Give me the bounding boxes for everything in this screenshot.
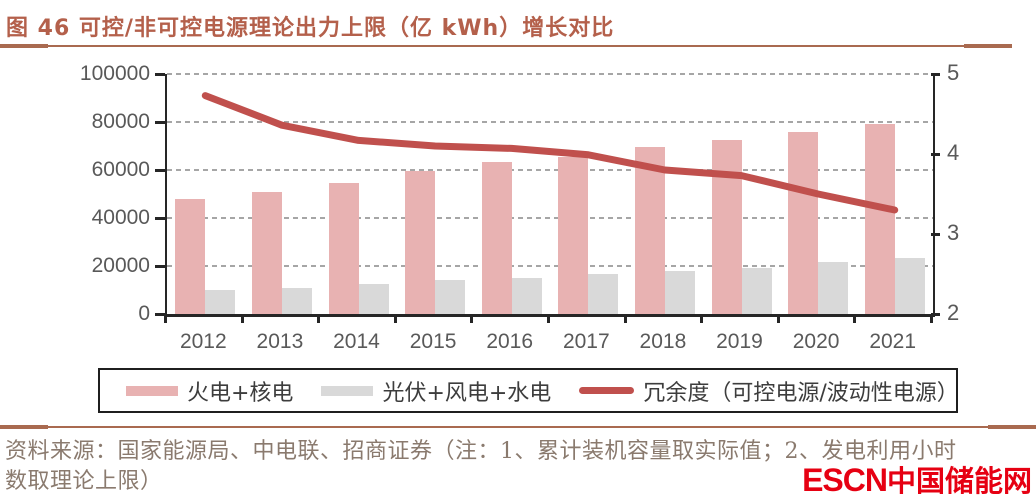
x-axis-year-label: 2017 — [562, 330, 610, 353]
title-underline — [0, 44, 1012, 48]
thermal-nuclear-swatch-icon — [126, 385, 178, 396]
x-axis-tick — [700, 315, 704, 323]
gridline — [167, 265, 933, 267]
x-axis-year-label: 2012 — [179, 330, 227, 353]
bar — [741, 268, 772, 314]
left-axis-tick-label: 0 — [138, 302, 150, 325]
x-axis-year-label: 2020 — [792, 330, 840, 353]
bar — [175, 198, 206, 314]
x-axis-tick — [164, 315, 167, 323]
right-axis-tick-label: 2 — [947, 300, 960, 325]
bar — [788, 131, 819, 314]
left-axis-tick — [155, 121, 165, 124]
logo-latin-text: ESCN — [802, 462, 888, 498]
right-axis-tick-label: 3 — [947, 220, 960, 245]
gridline — [167, 217, 933, 219]
gridline — [167, 121, 933, 123]
bar — [664, 270, 695, 314]
left-axis-tick-label: 60000 — [91, 158, 150, 181]
legend-item-redundancy: 冗余度（可控电源/波动性电源） — [579, 375, 959, 407]
bar — [711, 140, 742, 314]
x-axis-tick — [776, 315, 780, 323]
right-axis-tick-label: 5 — [947, 60, 960, 85]
gridline — [167, 73, 933, 75]
bar — [435, 280, 466, 314]
bar — [894, 257, 925, 314]
x-axis-tick — [623, 315, 627, 323]
bar — [205, 290, 236, 314]
bar — [864, 124, 895, 314]
x-axis-tick — [930, 315, 933, 323]
logo-chinese-text: 中国储能网 — [886, 464, 1032, 498]
legend-item-thermal-nuclear: 火电+核电 — [126, 375, 293, 407]
right-axis-tick — [931, 73, 940, 76]
bar — [251, 191, 282, 314]
bar — [405, 171, 436, 314]
bar — [818, 262, 849, 314]
bar — [328, 183, 359, 314]
left-axis-tick-label: 80000 — [91, 110, 150, 133]
redundancy-line-series — [201, 92, 899, 214]
bar — [511, 278, 542, 314]
footer-divider — [0, 425, 1036, 429]
left-axis-tick — [155, 73, 165, 76]
x-axis-tick — [240, 315, 244, 323]
left-axis-tick-label: 20000 — [91, 254, 150, 277]
bar — [481, 161, 512, 314]
chart: 0 20000 40000 60000 80000 100000 2 3 4 5 2012 2013 2… — [79, 60, 960, 353]
x-axis-tick — [547, 315, 550, 323]
x-axis-year-label: 2018 — [639, 330, 687, 353]
left-axis-tick — [155, 169, 165, 172]
legend-label: 冗余度（可控电源/波动性电源） — [643, 380, 959, 406]
right-axis-tick — [931, 233, 940, 236]
x-axis-year-label: 2015 — [409, 330, 457, 353]
left-axis-tick — [155, 217, 165, 220]
legend-label: 火电+核电 — [187, 380, 294, 406]
bar — [358, 284, 389, 314]
legend: 火电+核电 光伏+风电+水电 冗余度（可控电源/波动性电源） — [98, 368, 959, 413]
x-axis-year-label: 2016 — [486, 330, 534, 353]
solar-wind-hydro-swatch-icon — [321, 385, 374, 396]
source-note-line1: 资料来源：国家能源局、中电联、招商证券（注：1、累计装机容量取实际值；2、发电利… — [5, 439, 957, 464]
legend-item-solar-wind-hydro: 光伏+风电+水电 — [321, 375, 551, 407]
left-axis-tick — [155, 265, 165, 268]
x-axis-tick — [853, 315, 857, 323]
bar — [558, 156, 589, 314]
x-axis-tick — [393, 315, 397, 323]
right-axis-tick-label: 4 — [947, 140, 960, 165]
plot-area — [165, 73, 935, 317]
escn-logo: ESCN 中国储能网 — [802, 458, 1032, 500]
left-axis-tick-label: 100000 — [79, 62, 150, 85]
bar — [281, 287, 312, 314]
x-axis-tick — [317, 315, 321, 323]
redundancy-line-swatch-icon — [579, 387, 635, 394]
bar — [634, 147, 665, 314]
right-axis-tick — [931, 153, 940, 156]
figure-title: 图 46 可控/非可控电源理论出力上限（亿 kWh）增长对比 — [6, 16, 615, 41]
x-axis-year-label: 2021 — [869, 330, 917, 353]
source-note-line2: 数取理论上限） — [5, 469, 163, 494]
gridline — [167, 169, 933, 171]
x-axis-year-label: 2019 — [716, 330, 763, 353]
left-axis-tick — [155, 313, 165, 316]
legend-label: 光伏+风电+水电 — [382, 380, 552, 406]
left-axis-tick-label: 40000 — [91, 206, 150, 229]
bar — [588, 274, 619, 314]
x-axis-tick — [470, 315, 474, 323]
x-axis-year-label: 2014 — [333, 330, 380, 353]
x-axis-year-label: 2013 — [256, 330, 304, 353]
right-axis-tick — [931, 313, 940, 316]
